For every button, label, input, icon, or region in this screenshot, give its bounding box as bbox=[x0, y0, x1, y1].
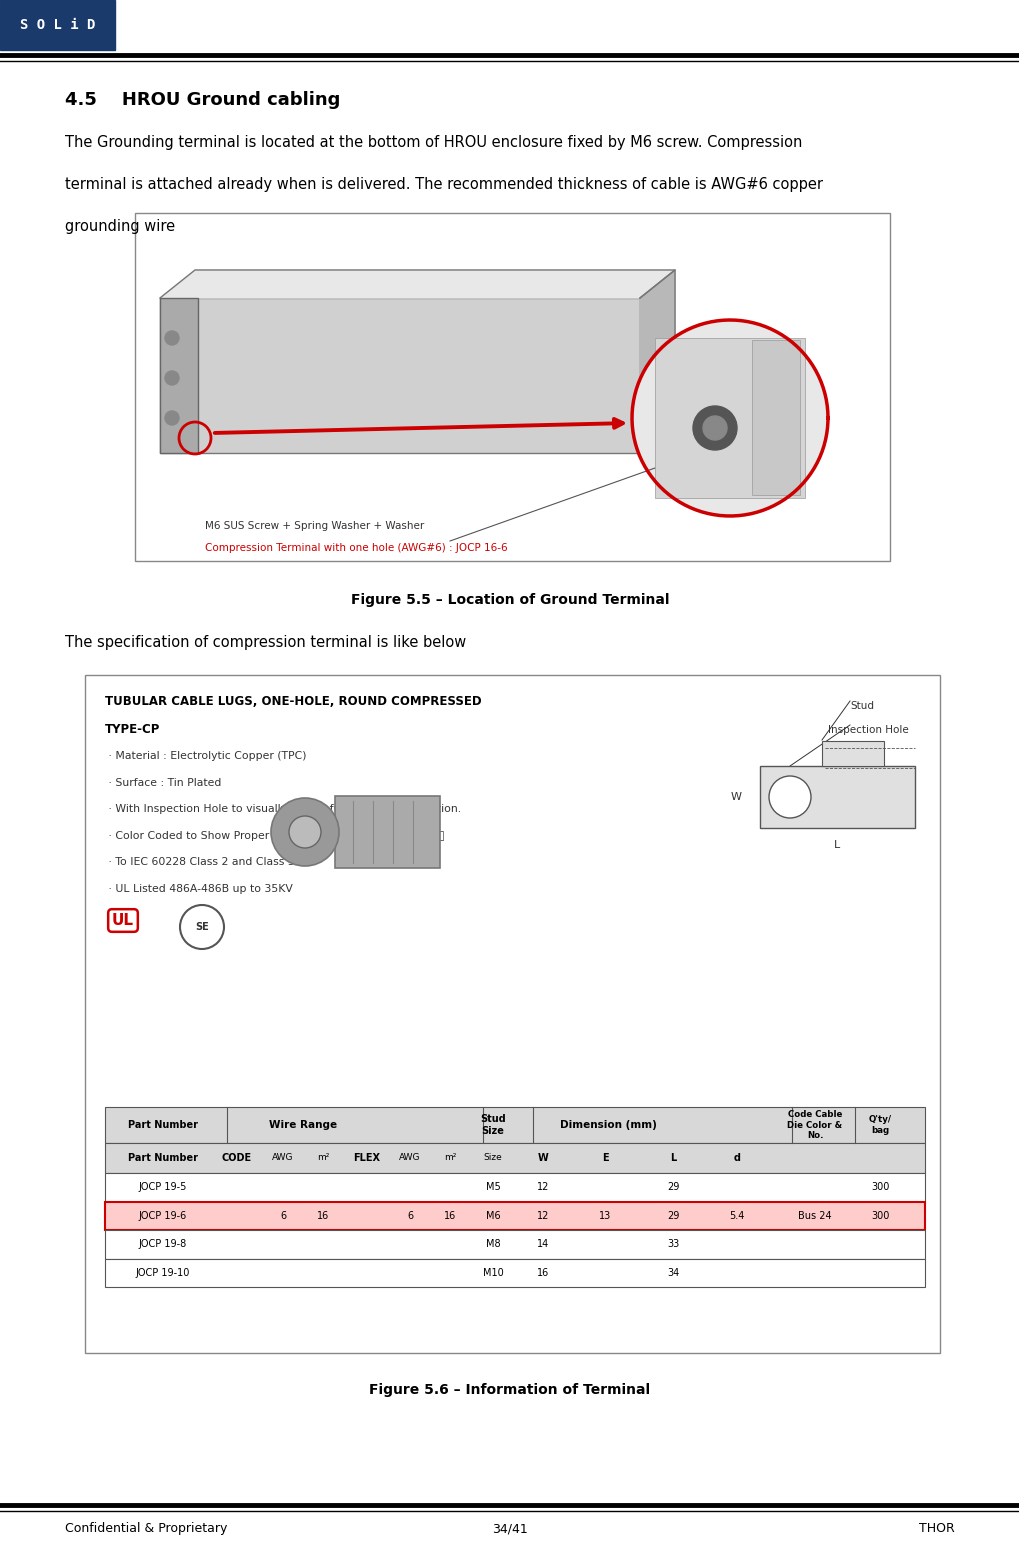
Text: m²: m² bbox=[317, 1153, 329, 1163]
Text: 16: 16 bbox=[317, 1211, 329, 1221]
Text: Stud
Size: Stud Size bbox=[480, 1114, 505, 1136]
Bar bbox=[105, 1202, 924, 1230]
Text: m²: m² bbox=[443, 1153, 455, 1163]
Bar bbox=[105, 1230, 924, 1258]
Text: M6 SUS Screw + Spring Washer + Washer: M6 SUS Screw + Spring Washer + Washer bbox=[205, 520, 424, 531]
Text: W: W bbox=[731, 792, 741, 802]
Text: TUBULAR CABLE LUGS, ONE-HOLE, ROUND COMPRESSED: TUBULAR CABLE LUGS, ONE-HOLE, ROUND COMP… bbox=[105, 696, 481, 708]
Text: · To IEC 60228 Class 2 and Class 5: · To IEC 60228 Class 2 and Class 5 bbox=[105, 857, 294, 867]
Text: Confidential & Proprietary: Confidential & Proprietary bbox=[65, 1522, 227, 1535]
Text: JOCP 19-10: JOCP 19-10 bbox=[136, 1268, 190, 1277]
Bar bbox=[654, 338, 804, 499]
Text: 16: 16 bbox=[536, 1268, 548, 1277]
Text: TYPE-CP: TYPE-CP bbox=[105, 724, 160, 736]
Text: E: E bbox=[601, 1153, 607, 1163]
Circle shape bbox=[768, 775, 810, 817]
Text: Stud: Stud bbox=[849, 700, 873, 711]
Text: · Color Coded to Show Proper Die Number and Color 10㎡–70㎡: · Color Coded to Show Proper Die Number … bbox=[105, 830, 444, 841]
Text: W: W bbox=[537, 1153, 548, 1163]
Text: L: L bbox=[834, 839, 840, 850]
Text: Figure 5.6 – Information of Terminal: Figure 5.6 – Information of Terminal bbox=[369, 1383, 650, 1397]
Text: · Material : Electrolytic Copper (TPC): · Material : Electrolytic Copper (TPC) bbox=[105, 750, 306, 761]
Text: SE: SE bbox=[195, 922, 209, 932]
Text: Code Cable
Die Color &
No.: Code Cable Die Color & No. bbox=[787, 1110, 842, 1139]
Circle shape bbox=[165, 331, 178, 345]
Text: · UL Listed 486A-486B up to 35KV: · UL Listed 486A-486B up to 35KV bbox=[105, 883, 292, 894]
Bar bbox=[85, 675, 940, 1354]
Text: 14: 14 bbox=[536, 1239, 548, 1249]
Text: d: d bbox=[733, 1153, 740, 1163]
Text: Part Number: Part Number bbox=[127, 1153, 198, 1163]
Text: L: L bbox=[669, 1153, 676, 1163]
Text: JOCP 19-6: JOCP 19-6 bbox=[139, 1211, 186, 1221]
Text: Compression Terminal with one hole (AWG#6) : JOCP 16-6: Compression Terminal with one hole (AWG#… bbox=[205, 542, 507, 553]
Bar bbox=[759, 766, 914, 828]
Text: 4.5    HROU Ground cabling: 4.5 HROU Ground cabling bbox=[65, 91, 340, 109]
Text: 33: 33 bbox=[666, 1239, 679, 1249]
Circle shape bbox=[692, 406, 737, 450]
Text: CODE: CODE bbox=[222, 1153, 252, 1163]
Text: Bus 24: Bus 24 bbox=[798, 1211, 832, 1221]
Text: grounding wire: grounding wire bbox=[65, 219, 175, 234]
Text: Wire Range: Wire Range bbox=[269, 1121, 336, 1130]
Text: M6: M6 bbox=[485, 1211, 500, 1221]
Text: Q'ty/
bag: Q'ty/ bag bbox=[867, 1116, 891, 1135]
Text: M5: M5 bbox=[485, 1182, 500, 1193]
Bar bbox=[0, 0, 115, 50]
Polygon shape bbox=[160, 270, 675, 299]
Text: Figure 5.5 – Location of Ground Terminal: Figure 5.5 – Location of Ground Terminal bbox=[351, 592, 668, 606]
Text: 6: 6 bbox=[407, 1211, 413, 1221]
Bar bbox=[821, 741, 883, 766]
Polygon shape bbox=[639, 270, 675, 453]
Bar bbox=[751, 341, 799, 495]
FancyBboxPatch shape bbox=[160, 299, 639, 453]
Text: 6: 6 bbox=[279, 1211, 285, 1221]
Text: M10: M10 bbox=[482, 1268, 503, 1277]
Text: 29: 29 bbox=[666, 1211, 679, 1221]
Text: Part Number: Part Number bbox=[127, 1121, 198, 1130]
Bar bbox=[135, 213, 890, 561]
Circle shape bbox=[165, 411, 178, 425]
Text: 29: 29 bbox=[666, 1182, 679, 1193]
Text: AWG: AWG bbox=[272, 1153, 293, 1163]
Circle shape bbox=[165, 370, 178, 384]
Text: terminal is attached already when is delivered. The recommended thickness of cab: terminal is attached already when is del… bbox=[65, 177, 822, 192]
Circle shape bbox=[271, 799, 338, 866]
Bar bbox=[105, 1258, 924, 1286]
Text: Dimension (mm): Dimension (mm) bbox=[559, 1121, 656, 1130]
Text: Size: Size bbox=[483, 1153, 502, 1163]
Bar bbox=[334, 796, 439, 867]
Text: Inspection Hole: Inspection Hole bbox=[827, 725, 908, 735]
Text: M8: M8 bbox=[485, 1239, 500, 1249]
Text: The Grounding terminal is located at the bottom of HROU enclosure fixed by M6 sc: The Grounding terminal is located at the… bbox=[65, 134, 802, 150]
Text: · Surface : Tin Plated: · Surface : Tin Plated bbox=[105, 777, 221, 788]
Text: 300: 300 bbox=[870, 1182, 889, 1193]
Text: UL: UL bbox=[112, 913, 133, 928]
Text: 34/41: 34/41 bbox=[491, 1522, 528, 1535]
Text: FLEX: FLEX bbox=[354, 1153, 380, 1163]
Text: S O L i D: S O L i D bbox=[19, 19, 95, 31]
Circle shape bbox=[702, 416, 727, 441]
Text: 13: 13 bbox=[598, 1211, 610, 1221]
Circle shape bbox=[288, 816, 321, 849]
Text: AWG: AWG bbox=[398, 1153, 421, 1163]
Text: 5.4: 5.4 bbox=[729, 1211, 744, 1221]
Text: 12: 12 bbox=[536, 1182, 548, 1193]
Polygon shape bbox=[632, 320, 827, 516]
Circle shape bbox=[179, 905, 224, 949]
Bar bbox=[105, 1107, 924, 1143]
Bar bbox=[160, 299, 198, 453]
Text: 34: 34 bbox=[666, 1268, 679, 1277]
Text: 16: 16 bbox=[443, 1211, 455, 1221]
Text: 300: 300 bbox=[870, 1211, 889, 1221]
Text: The specification of compression terminal is like below: The specification of compression termina… bbox=[65, 635, 466, 650]
Text: JOCP 19-8: JOCP 19-8 bbox=[139, 1239, 186, 1249]
Bar bbox=[105, 1143, 924, 1172]
Text: 12: 12 bbox=[536, 1211, 548, 1221]
Text: THOR: THOR bbox=[918, 1522, 954, 1535]
Bar bbox=[105, 1172, 924, 1202]
Text: · With Inspection Hole to visually assure full Conductor insertion.: · With Inspection Hole to visually assur… bbox=[105, 803, 461, 814]
Text: JOCP 19-5: JOCP 19-5 bbox=[139, 1182, 187, 1193]
